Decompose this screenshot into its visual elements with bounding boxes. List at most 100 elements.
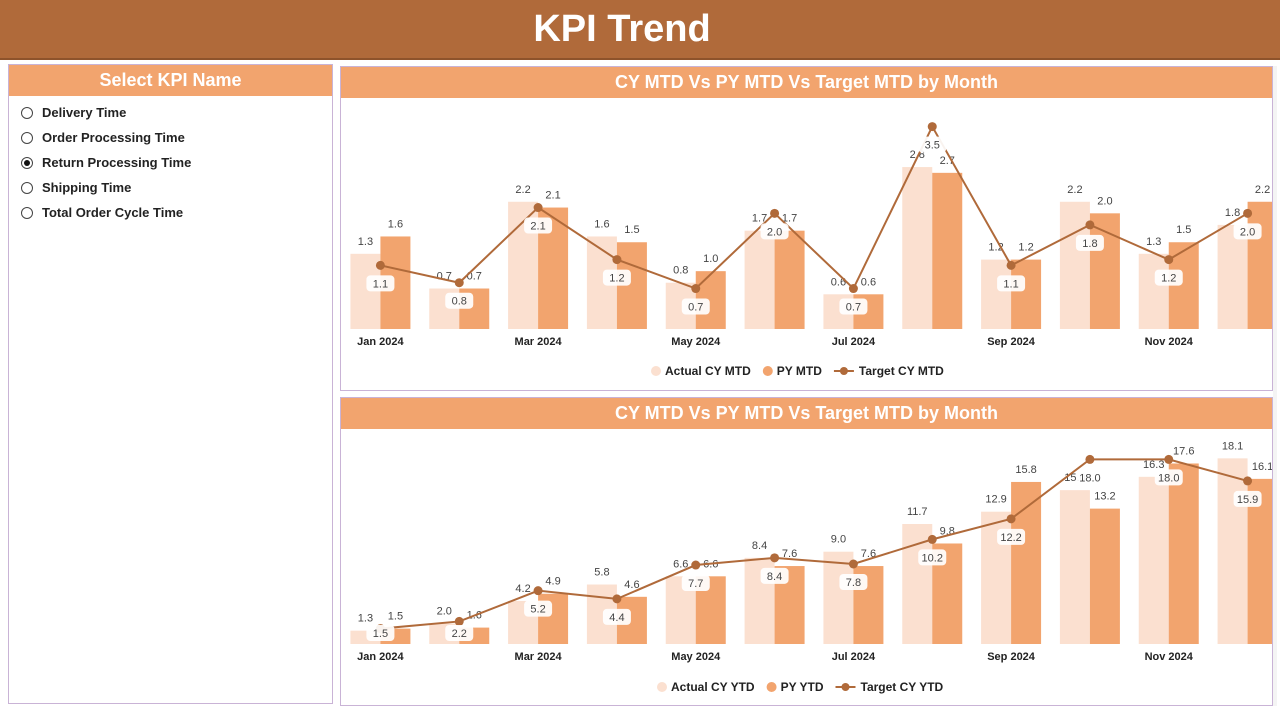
target-line [380,458,1248,630]
data-label-py: 2.2 [1255,184,1270,196]
data-label-actual: 9.0 [831,534,846,546]
slicer-option-label: Delivery Time [42,105,127,120]
target-point[interactable] [1243,208,1253,218]
target-point[interactable] [454,278,464,288]
target-label-box [1154,469,1183,486]
slicer-option-order-processing-time[interactable]: Order Processing Time [21,125,332,150]
data-label-py: 1.2 [1018,242,1033,254]
bar-actual[interactable] [902,524,933,644]
radio-button-icon[interactable] [21,106,33,119]
bar-actual[interactable] [1138,253,1169,329]
radio-button-icon[interactable] [21,156,33,169]
target-point[interactable] [770,553,780,563]
data-label-actual: 2.2 [515,184,530,196]
target-point[interactable] [533,203,543,213]
bar-py[interactable] [1089,508,1120,644]
data-label-actual: 5.8 [594,567,609,579]
slicer-option-label: Total Order Cycle Time [42,205,184,220]
mtd-chart: 1.3 1.6 0.7 0.7 2.2 2.1 1.6 1.5 0.8 1.0 1.7 1.7 0.6 0… [350,122,1272,378]
mtd-chart-panel: CY MTD Vs PY MTD Vs Target MTD by Month … [340,66,1273,391]
bar-py[interactable] [1247,201,1272,329]
legend-marker-icon [651,366,661,376]
slicer-option-label: Return Processing Time [42,155,192,170]
data-label-actual: 0.6 [831,276,846,288]
x-tick-label: Nov 2024 [1145,651,1194,663]
target-label-box [602,269,631,286]
data-label-actual: 16.3 [1143,459,1164,471]
target-point[interactable] [1006,514,1016,524]
target-point[interactable] [533,586,543,596]
target-point[interactable] [1085,454,1095,464]
bar-actual[interactable] [1217,224,1248,329]
target-point[interactable] [848,284,858,294]
target-point[interactable] [454,616,464,626]
bar-py[interactable] [1011,259,1042,329]
target-point[interactable] [612,594,622,604]
bar-py[interactable] [932,172,963,329]
bar-actual[interactable] [350,253,381,329]
data-label-target: 15.9 [1237,494,1258,506]
target-point[interactable] [927,122,937,132]
target-point[interactable] [691,284,701,294]
bar-actual[interactable] [1059,201,1090,329]
data-label-target: 1.1 [373,278,388,290]
data-label-py: 7.6 [782,548,797,560]
slicer-option-shipping-time[interactable]: Shipping Time [21,175,332,200]
data-label-target: 2.2 [452,628,467,640]
target-point[interactable] [1085,220,1095,230]
target-point[interactable] [612,255,622,265]
legend-label: Target CY YTD [861,680,944,694]
data-label-target: 1.1 [1003,278,1018,290]
data-label-py: 4.6 [624,579,639,591]
chart-title: CY MTD Vs PY MTD Vs Target MTD by Month [341,67,1272,98]
bar-actual[interactable] [1059,490,1090,644]
data-label-actual: 12.9 [985,494,1006,506]
legend-marker-icon [841,683,850,691]
target-point[interactable] [1164,454,1174,464]
data-label-py: 15.8 [1015,464,1036,476]
page-title: KPI Trend [533,8,711,50]
bar-actual[interactable] [981,259,1012,329]
bar-py[interactable] [1011,481,1042,644]
target-label-box [445,625,474,641]
target-label-box [1075,469,1104,486]
bar-actual[interactable] [1138,476,1169,644]
bar-actual[interactable] [823,551,854,644]
target-label-box [1233,223,1262,240]
radio-button-icon[interactable] [21,131,33,144]
data-label-target: 7.8 [846,577,861,589]
target-point[interactable] [1164,255,1174,265]
bar-py[interactable] [774,230,805,329]
target-point[interactable] [691,560,701,570]
target-label-box [760,223,789,240]
bar-actual[interactable] [902,167,933,329]
slicer-option-delivery-time[interactable]: Delivery Time [21,100,332,125]
target-point[interactable] [1006,260,1016,270]
x-tick-label: Jul 2024 [832,651,876,663]
scrollbar[interactable] [1273,66,1277,706]
bar-py[interactable] [1168,463,1199,644]
legend-label: PY MTD [777,364,822,378]
slicer-option-return-processing-time[interactable]: Return Processing Time [21,150,332,175]
data-label-actual: 2.2 [1067,184,1082,196]
target-point[interactable] [770,208,780,218]
target-label-box [839,574,868,590]
data-label-target: 12.2 [1000,532,1021,544]
legend-label: PY YTD [781,680,824,694]
data-label-target: 0.7 [846,302,861,314]
target-point[interactable] [927,534,937,544]
radio-button-icon[interactable] [21,206,33,219]
slicer-option-total-order-cycle-time[interactable]: Total Order Cycle Time [21,200,332,225]
target-point[interactable] [1243,476,1253,486]
bar-py[interactable] [1168,242,1199,329]
target-point[interactable] [375,260,385,270]
chart-title: CY MTD Vs PY MTD Vs Target MTD by Month [341,398,1272,429]
bar-actual[interactable] [1217,458,1248,644]
data-label-actual: 1.7 [752,213,767,225]
bar-py[interactable] [1089,213,1120,329]
bar-py[interactable] [616,242,647,329]
target-point[interactable] [848,559,858,569]
x-tick-label: Jul 2024 [832,336,876,348]
bar-actual[interactable] [744,230,775,329]
radio-button-icon[interactable] [21,181,33,194]
